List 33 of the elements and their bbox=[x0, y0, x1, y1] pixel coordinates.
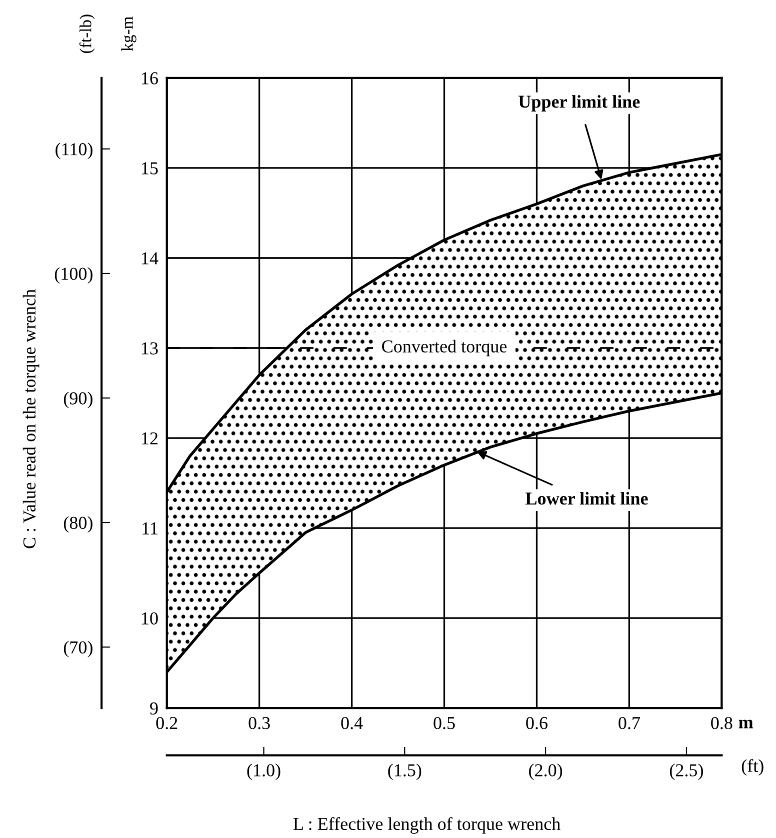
y-tick-label: 13 bbox=[142, 342, 158, 354]
x2-tick-label: (1.0) bbox=[247, 764, 280, 780]
y2-tick-label: (70) bbox=[64, 640, 92, 658]
y-tick-label: 15 bbox=[142, 162, 158, 174]
x2-axis-title: (ft) bbox=[742, 759, 764, 776]
x-tick-label: 0.3 bbox=[248, 716, 270, 730]
y2-tick-label: (80) bbox=[64, 516, 92, 533]
y2-tick-label: (110) bbox=[56, 142, 92, 160]
y-tick-label: 10 bbox=[142, 612, 158, 625]
y-tick-label: 16 bbox=[142, 72, 158, 84]
y2-tick-label: (100) bbox=[54, 267, 92, 284]
x-tick-label: 0.2 bbox=[156, 716, 178, 730]
x-tick-label: 0.5 bbox=[434, 716, 455, 730]
y-tick-label: 9 bbox=[150, 702, 158, 715]
annotation: Lower limit line bbox=[526, 492, 648, 505]
y-tick-label: 11 bbox=[142, 522, 158, 534]
x2-tick-label: (1.5) bbox=[388, 764, 422, 780]
text: L : Effective length of torque wrench bbox=[293, 817, 560, 834]
x-tick-label: 0.8 bbox=[711, 716, 732, 730]
y2-axis-title: (ft-lb) bbox=[79, 14, 95, 53]
ref-line-label: Converted torque bbox=[382, 340, 507, 356]
y2-tick-label: (90) bbox=[64, 392, 92, 408]
x-tick-label: 0.7 bbox=[618, 716, 640, 730]
y-tick-label: 14 bbox=[142, 252, 158, 264]
x2-tick-label: (2.0) bbox=[529, 764, 562, 780]
y-tick-label: 12 bbox=[142, 432, 158, 444]
x-axis-title: m bbox=[738, 720, 754, 728]
x2-tick-label: (2.5) bbox=[670, 764, 703, 780]
annotation: Upper limit line bbox=[518, 95, 640, 112]
x-tick-label: 0.4 bbox=[341, 716, 363, 730]
y-axis-title: kg-m bbox=[121, 16, 136, 52]
text: C : Value read on the torque wrench bbox=[22, 289, 40, 548]
x-tick-label: 0.6 bbox=[526, 716, 548, 730]
